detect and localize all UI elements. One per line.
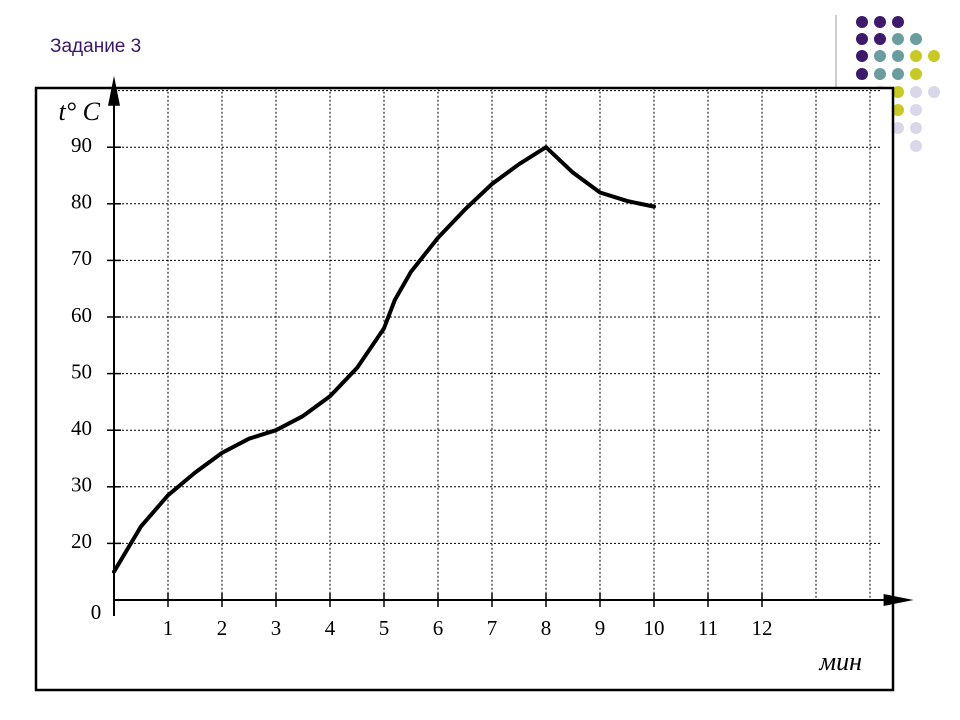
x-tick-label: 3 xyxy=(271,616,282,640)
x-tick-label: 4 xyxy=(325,616,336,640)
x-tick-label: 10 xyxy=(644,616,665,640)
y-tick-label: 30 xyxy=(71,473,92,497)
y-axis-label: t° C xyxy=(59,97,101,126)
y-tick-label: 60 xyxy=(71,303,92,327)
x-tick-label: 9 xyxy=(595,616,606,640)
x-tick-label: 5 xyxy=(379,616,390,640)
x-tick-label: 7 xyxy=(487,616,498,640)
data-line xyxy=(112,145,656,574)
x-axis-label: мин xyxy=(819,647,863,676)
x-tick-label: 11 xyxy=(698,616,718,640)
y-tick-label: 80 xyxy=(71,190,92,214)
decor-dots xyxy=(856,16,940,152)
x-tick-label: 6 xyxy=(433,616,444,640)
origin-label: 0 xyxy=(91,600,102,624)
y-tick-label: 50 xyxy=(71,359,92,383)
x-tick-label: 12 xyxy=(752,616,773,640)
x-tick-label: 1 xyxy=(163,616,174,640)
y-tick-label: 90 xyxy=(71,133,92,157)
x-tick-label: 2 xyxy=(217,616,228,640)
y-axis-arrow xyxy=(108,75,120,106)
x-tick-label: 8 xyxy=(541,616,552,640)
y-tick-label: 70 xyxy=(71,246,92,270)
y-tick-label: 20 xyxy=(71,529,92,553)
y-tick-label: 40 xyxy=(71,416,92,440)
x-axis-arrow xyxy=(883,594,914,606)
slide-title: Задание 3 xyxy=(50,36,141,57)
chart-frame xyxy=(34,86,895,692)
